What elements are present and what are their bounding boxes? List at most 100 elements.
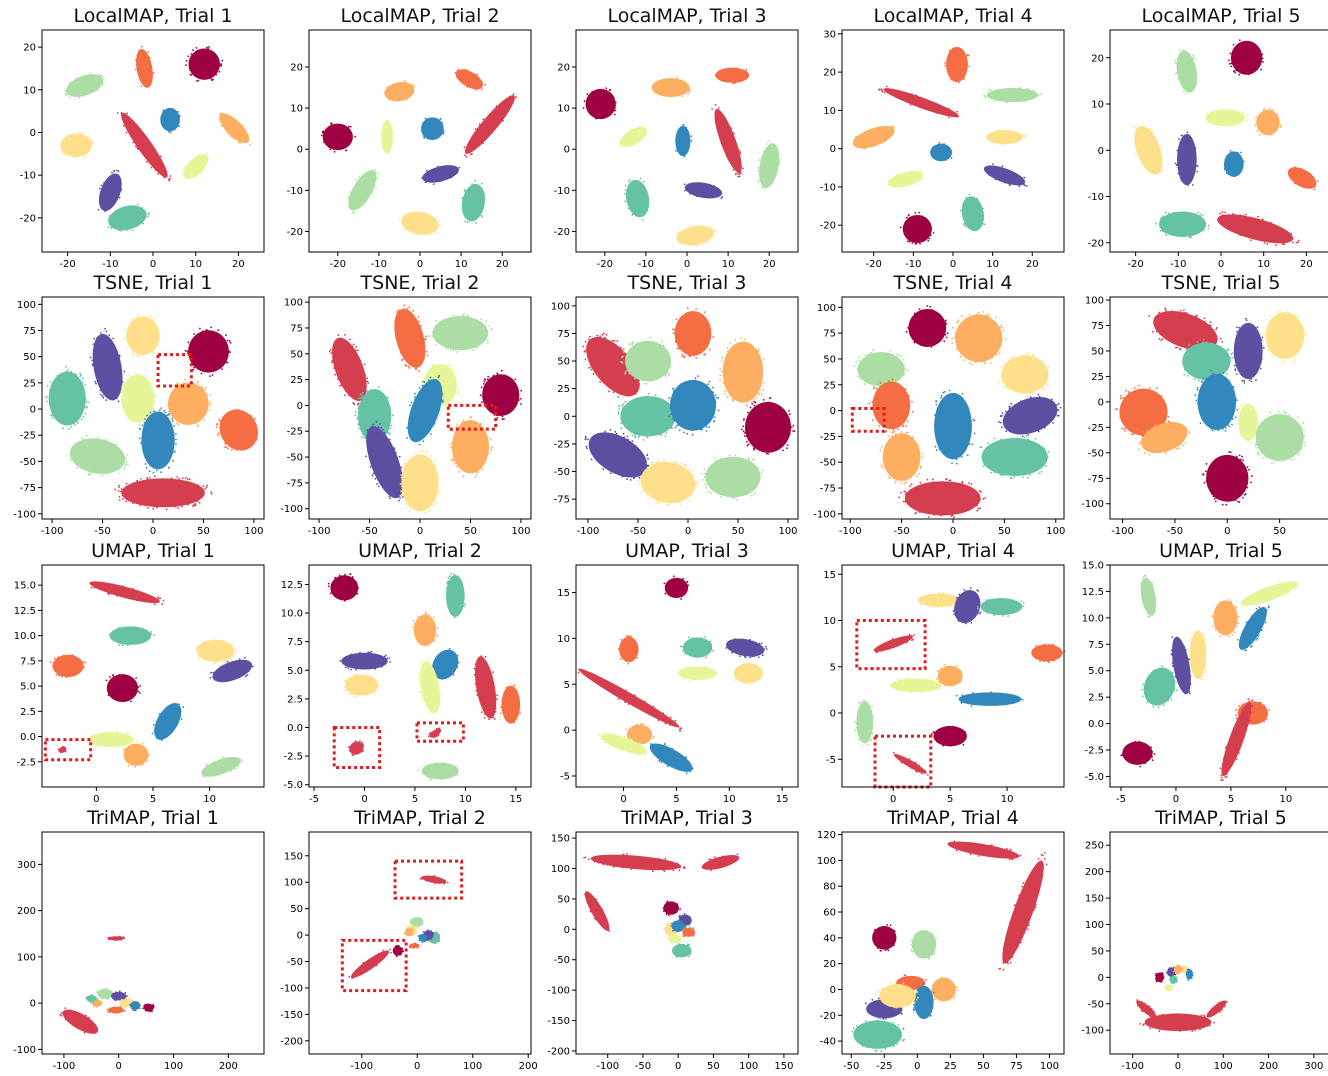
data-point bbox=[776, 431, 778, 433]
data-point bbox=[704, 424, 706, 426]
data-point bbox=[237, 416, 239, 418]
cluster-core bbox=[623, 178, 652, 219]
cluster-points bbox=[675, 223, 716, 248]
data-point bbox=[482, 469, 484, 471]
data-point bbox=[376, 178, 378, 180]
data-point bbox=[664, 370, 666, 372]
data-point bbox=[471, 200, 473, 202]
data-point bbox=[211, 493, 213, 495]
data-point bbox=[638, 181, 640, 183]
data-point bbox=[355, 179, 357, 181]
data-point bbox=[774, 170, 776, 172]
data-point bbox=[761, 162, 763, 164]
data-point bbox=[193, 333, 195, 335]
data-point bbox=[376, 412, 378, 414]
data-point bbox=[931, 105, 933, 107]
data-point bbox=[487, 378, 489, 380]
data-point bbox=[971, 228, 973, 230]
data-point bbox=[334, 144, 336, 146]
data-point bbox=[138, 392, 140, 394]
data-point bbox=[679, 429, 681, 431]
data-point bbox=[150, 497, 152, 499]
data-point bbox=[630, 431, 632, 433]
data-point bbox=[68, 428, 70, 430]
data-point bbox=[736, 71, 738, 73]
data-point bbox=[110, 183, 112, 185]
data-point bbox=[684, 190, 686, 192]
data-point bbox=[591, 91, 593, 93]
data-point bbox=[49, 398, 51, 400]
data-point bbox=[151, 421, 153, 423]
data-point bbox=[1003, 138, 1005, 140]
data-point bbox=[697, 384, 699, 386]
data-point bbox=[442, 171, 444, 173]
data-point bbox=[149, 456, 151, 458]
data-point bbox=[936, 111, 938, 113]
data-point bbox=[73, 422, 75, 424]
data-point bbox=[684, 464, 686, 466]
data-point bbox=[1299, 179, 1301, 181]
data-point bbox=[85, 80, 87, 82]
cluster-core bbox=[886, 168, 925, 191]
data-point bbox=[172, 460, 174, 462]
data-point bbox=[426, 484, 428, 486]
cluster-points bbox=[701, 454, 764, 501]
data-point bbox=[202, 386, 204, 388]
data-point bbox=[763, 399, 765, 401]
data-point bbox=[373, 432, 375, 434]
data-point bbox=[383, 422, 385, 424]
data-point bbox=[918, 230, 920, 232]
data-point bbox=[884, 92, 886, 94]
data-point bbox=[1183, 136, 1185, 138]
data-point bbox=[584, 100, 586, 102]
data-point bbox=[1005, 169, 1007, 171]
data-point bbox=[225, 442, 227, 444]
data-point bbox=[1259, 59, 1261, 61]
data-point bbox=[1259, 116, 1261, 118]
data-point bbox=[386, 408, 388, 410]
data-point bbox=[378, 415, 380, 417]
data-point bbox=[735, 360, 737, 362]
data-point bbox=[162, 109, 164, 111]
cluster-points bbox=[1254, 108, 1281, 136]
data-point bbox=[786, 447, 788, 449]
data-point bbox=[605, 376, 607, 378]
data-point bbox=[969, 218, 971, 220]
data-point bbox=[1191, 170, 1193, 172]
data-point bbox=[412, 222, 414, 224]
data-point bbox=[687, 240, 689, 242]
data-point bbox=[729, 342, 731, 344]
data-point bbox=[356, 365, 358, 367]
data-point bbox=[160, 156, 162, 158]
data-point bbox=[710, 485, 712, 487]
data-point bbox=[405, 313, 407, 315]
data-point bbox=[416, 460, 418, 462]
data-point bbox=[117, 367, 119, 369]
data-point bbox=[920, 231, 922, 233]
data-point bbox=[143, 140, 145, 142]
data-point bbox=[483, 457, 485, 459]
data-point bbox=[1020, 87, 1022, 89]
data-point bbox=[340, 369, 342, 371]
data-point bbox=[649, 403, 651, 405]
data-point bbox=[476, 82, 478, 84]
data-point bbox=[400, 352, 402, 354]
data-point bbox=[472, 425, 474, 427]
data-point bbox=[111, 172, 113, 174]
data-point bbox=[62, 394, 64, 396]
cluster-core bbox=[399, 209, 440, 238]
data-point bbox=[112, 391, 114, 393]
data-point bbox=[462, 314, 464, 316]
data-point bbox=[182, 405, 184, 407]
y-tick-label: 10 bbox=[23, 85, 36, 96]
data-point bbox=[411, 332, 413, 334]
data-point bbox=[738, 173, 740, 175]
data-point bbox=[1144, 126, 1146, 128]
data-point bbox=[104, 462, 106, 464]
data-point bbox=[120, 380, 122, 382]
data-point bbox=[683, 89, 685, 91]
data-point bbox=[175, 443, 177, 445]
data-point bbox=[118, 387, 120, 389]
